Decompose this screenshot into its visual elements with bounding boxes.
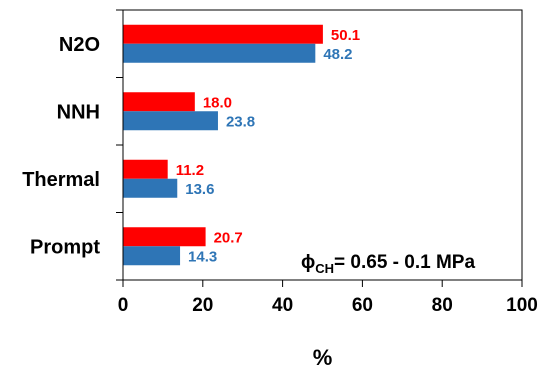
value-label: 23.8	[226, 113, 255, 130]
bars-group	[123, 24, 323, 266]
axes-group	[116, 9, 523, 281]
bar	[123, 111, 218, 131]
value-label: 48.2	[323, 46, 352, 63]
bar	[123, 92, 195, 112]
value-labels-group: 50.1 48.2 18.0 23.8 11.2 13.6 20.7 14.3	[176, 27, 360, 266]
bar	[123, 178, 178, 198]
bar	[123, 43, 316, 63]
value-label: 13.6	[185, 181, 214, 198]
annotation-text: ϕCH= 0.65 - 0.1 MPa	[301, 252, 475, 276]
phi-symbol: ϕ	[301, 252, 315, 273]
phi-annotation: ϕCH= 0.65 - 0.1 MPa	[301, 252, 475, 276]
value-label: 11.2	[176, 162, 204, 179]
x-tick-label: 60	[352, 295, 373, 316]
category-label: NNH	[57, 101, 100, 123]
bar	[123, 24, 323, 44]
category-label: Thermal	[22, 169, 100, 191]
x-tick-label: 0	[118, 295, 129, 316]
category-labels-group: N2O NNH Thermal Prompt	[22, 34, 100, 259]
x-tick-label: 40	[272, 295, 293, 316]
x-tick-label: 100	[506, 295, 538, 316]
category-label: N2O	[59, 34, 100, 56]
bar	[123, 246, 181, 266]
value-label: 14.3	[188, 248, 217, 265]
x-axis-title: %	[313, 345, 333, 370]
x-tick-label: 80	[432, 295, 453, 316]
bar	[123, 227, 206, 247]
value-label: 20.7	[214, 229, 243, 246]
value-label: 50.1	[331, 27, 360, 44]
x-ticks-group: 0 20 40 60 80 100	[118, 280, 538, 316]
bar	[123, 159, 168, 179]
x-tick-label: 20	[192, 295, 213, 316]
value-label: 18.0	[203, 94, 232, 111]
phi-subscript: CH	[315, 261, 334, 276]
category-label: Prompt	[30, 236, 100, 258]
annotation-value: = 0.65 - 0.1 MPa	[334, 252, 475, 273]
